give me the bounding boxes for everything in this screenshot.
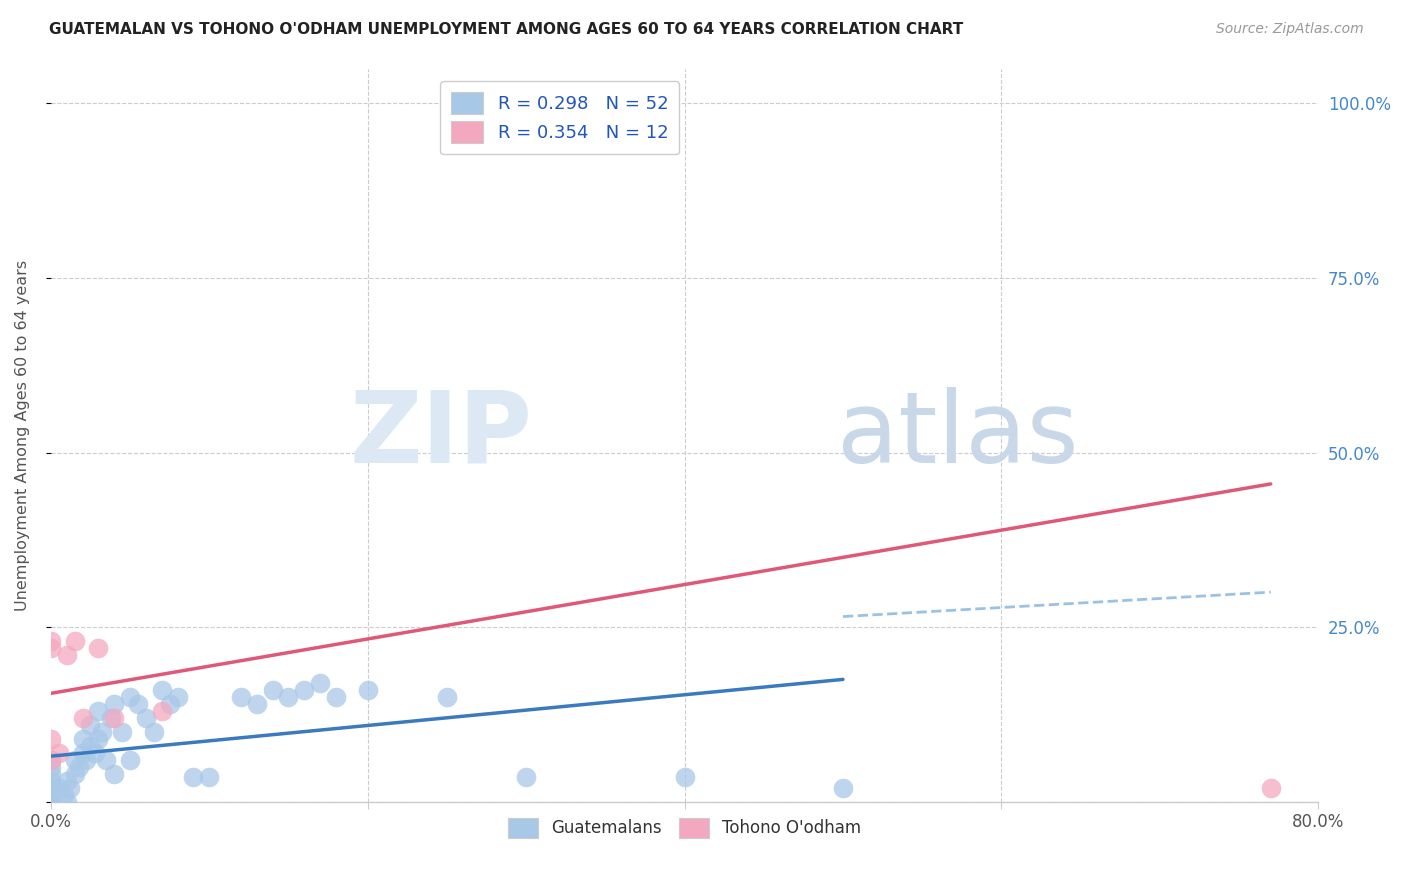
Point: [75, 753, 97, 767]
Point: [87, 640, 110, 655]
Point: [39, 753, 62, 767]
Point: [79, 718, 101, 732]
Text: ZIP: ZIP: [350, 386, 533, 483]
Point: [63, 766, 86, 780]
Y-axis label: Unemployment Among Ages 60 to 64 years: Unemployment Among Ages 60 to 64 years: [15, 260, 30, 611]
Point: [198, 770, 221, 784]
Point: [39, 766, 62, 780]
Point: [150, 682, 173, 697]
Point: [135, 711, 157, 725]
Point: [183, 770, 205, 784]
Point: [292, 682, 315, 697]
Point: [72, 731, 94, 746]
Point: [96, 753, 118, 767]
Point: [103, 697, 125, 711]
Point: [515, 770, 537, 784]
Point: [166, 690, 188, 704]
Point: [309, 676, 332, 690]
Point: [111, 724, 134, 739]
Point: [39, 791, 62, 805]
Point: [39, 780, 62, 795]
Point: [262, 682, 284, 697]
Point: [246, 697, 269, 711]
Point: [142, 724, 165, 739]
Point: [39, 773, 62, 788]
Point: [159, 697, 181, 711]
Point: [325, 690, 347, 704]
Point: [100, 711, 122, 725]
Point: [39, 795, 62, 809]
Point: [72, 711, 94, 725]
Point: [55, 773, 77, 788]
Point: [673, 770, 696, 784]
Point: [72, 746, 94, 760]
Text: Source: ZipAtlas.com: Source: ZipAtlas.com: [1216, 22, 1364, 37]
Point: [1260, 780, 1282, 795]
Point: [63, 753, 86, 767]
Point: [59, 780, 82, 795]
Point: [150, 704, 173, 718]
Point: [48, 780, 70, 795]
Point: [357, 682, 380, 697]
Point: [39, 731, 62, 746]
Point: [127, 697, 149, 711]
Point: [39, 634, 62, 648]
Point: [55, 795, 77, 809]
Point: [52, 788, 75, 802]
Point: [39, 640, 62, 655]
Point: [118, 753, 141, 767]
Point: [63, 634, 86, 648]
Point: [832, 780, 855, 795]
Point: [39, 753, 62, 767]
Point: [229, 690, 252, 704]
Point: [87, 704, 110, 718]
Point: [39, 788, 62, 802]
Point: [118, 690, 141, 704]
Point: [84, 746, 107, 760]
Text: GUATEMALAN VS TOHONO O'ODHAM UNEMPLOYMENT AMONG AGES 60 TO 64 YEARS CORRELATION : GUATEMALAN VS TOHONO O'ODHAM UNEMPLOYMEN…: [49, 22, 963, 37]
Point: [39, 759, 62, 773]
Point: [79, 739, 101, 753]
Legend: Guatemalans, Tohono O'odham: Guatemalans, Tohono O'odham: [502, 811, 868, 845]
Point: [67, 759, 90, 773]
Point: [55, 648, 77, 662]
Point: [277, 690, 299, 704]
Text: atlas: atlas: [837, 386, 1078, 483]
Point: [103, 766, 125, 780]
Point: [103, 711, 125, 725]
Point: [87, 731, 110, 746]
Point: [90, 724, 112, 739]
Point: [48, 746, 70, 760]
Point: [436, 690, 458, 704]
